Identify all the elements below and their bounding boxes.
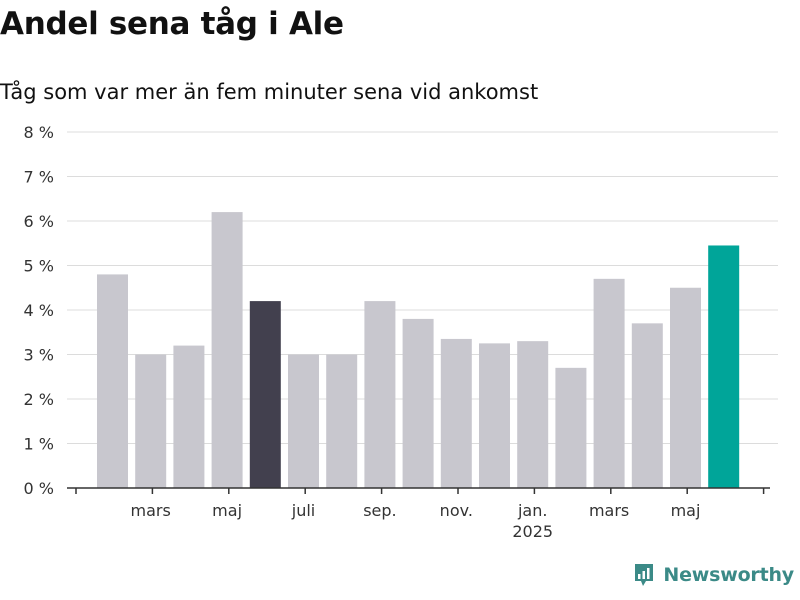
bar: [364, 301, 396, 488]
chart-title: Andel sena tåg i Ale: [0, 6, 344, 42]
bar: [402, 318, 434, 488]
x-tick-label: jan.: [517, 501, 547, 520]
bar: [97, 274, 128, 488]
bar: [555, 367, 587, 488]
x-tick-label: maj: [671, 501, 701, 520]
bar: [670, 287, 701, 488]
bar: [440, 338, 472, 488]
bar: [135, 354, 167, 488]
bar: [517, 341, 549, 488]
brand: Newsworthy: [633, 562, 794, 588]
bar: [708, 245, 740, 488]
y-tick-label: 6 %: [24, 212, 54, 231]
bar: [631, 323, 663, 488]
chart-subtitle: Tåg som var mer än fem minuter sena vid …: [0, 80, 539, 104]
bar: [211, 212, 243, 488]
y-tick-label: 3 %: [24, 346, 54, 365]
y-tick-label: 5 %: [24, 257, 54, 276]
bar: [173, 345, 205, 488]
bar: [593, 278, 625, 488]
x-tick-sublabel: 2025: [512, 522, 553, 541]
x-tick-label: nov.: [440, 501, 473, 520]
bar: [479, 343, 510, 488]
x-tick-label: maj: [212, 501, 242, 520]
y-tick-label: 4 %: [24, 301, 54, 320]
newsworthy-logo-icon: [635, 564, 654, 586]
bar: [288, 354, 319, 488]
y-tick-label: 0 %: [24, 479, 54, 498]
brand-name: Newsworthy: [663, 564, 794, 586]
y-tick-label: 1 %: [24, 435, 54, 454]
x-tick-label: juli: [291, 501, 315, 520]
y-tick-label: 8 %: [24, 123, 54, 142]
x-tick-label: mars: [131, 501, 171, 520]
y-tick-label: 7 %: [24, 168, 54, 187]
x-tick-label: sep.: [363, 501, 396, 520]
y-tick-label: 2 %: [24, 390, 54, 409]
x-tick-label: mars: [589, 501, 629, 520]
bar: [326, 354, 358, 488]
bar: [249, 301, 281, 488]
